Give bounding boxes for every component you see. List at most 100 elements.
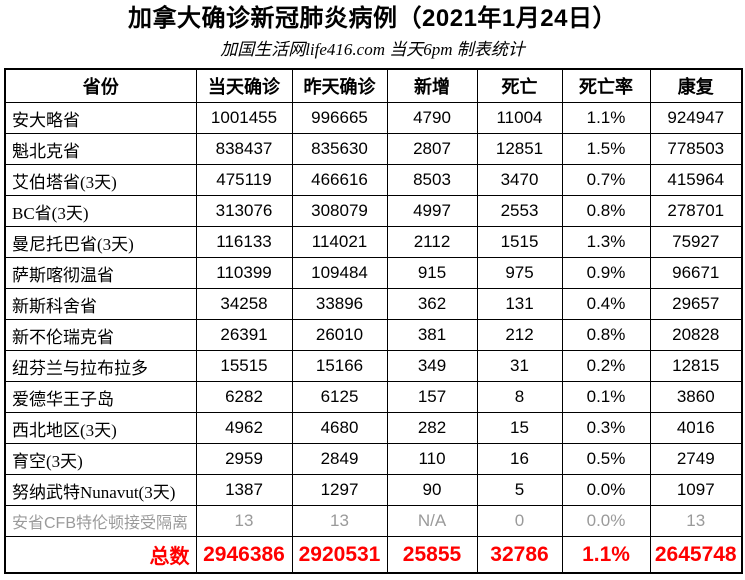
deaths-cell: 12851 (476, 133, 563, 165)
covid-stats-table: 省份 当天确诊 昨天确诊 新增 死亡 死亡率 康复 安大略省 1001455 9… (4, 68, 743, 574)
yesterday-confirmed-cell: 114021 (291, 226, 388, 258)
recovered-cell: 13 (649, 505, 743, 537)
new-cases-cell: 90 (386, 474, 478, 506)
recovered-cell: 29657 (649, 288, 743, 320)
column-header-death-rate: 死亡率 (561, 68, 651, 103)
province-cell: 安省CFB特伦顿接受隔离 (4, 505, 197, 537)
column-header-recovered: 康复 (649, 68, 743, 103)
table-row: 西北地区(3天) 4962 4680 282 15 0.3% 4016 (4, 412, 743, 444)
death-rate-cell: 1.1% (561, 102, 651, 134)
death-rate-cell: 0.8% (561, 319, 651, 351)
death-rate-cell: 0.1% (561, 381, 651, 413)
deaths-cell: 1515 (476, 226, 563, 258)
province-cell: 艾伯塔省(3天) (4, 164, 197, 196)
recovered-cell: 4016 (649, 412, 743, 444)
recovered-cell: 20828 (649, 319, 743, 351)
new-cases-cell: 110 (386, 443, 478, 475)
table-row: 艾伯塔省(3天) 475119 466616 8503 3470 0.7% 41… (4, 164, 743, 196)
page-title: 加拿大确诊新冠肺炎病例（2021年1月24日） (128, 5, 617, 32)
deaths-cell: 131 (476, 288, 563, 320)
today-confirmed-cell: 4962 (195, 412, 293, 444)
table-row: 曼尼托巴省(3天) 116133 114021 2112 1515 1.3% 7… (4, 226, 743, 258)
today-confirmed-cell: 2959 (195, 443, 293, 475)
deaths-cell: 5 (476, 474, 563, 506)
province-cell: 新不伦瑞克省 (4, 319, 197, 351)
table-row: 安省CFB特伦顿接受隔离 13 13 N/A 0 0.0% 13 (4, 505, 743, 537)
today-confirmed-cell: 13 (195, 505, 293, 537)
deaths-cell: 15 (476, 412, 563, 444)
deaths-cell: 212 (476, 319, 563, 351)
table-row: 新不伦瑞克省 26391 26010 381 212 0.8% 20828 (4, 319, 743, 351)
yesterday-confirmed-cell: 26010 (291, 319, 388, 351)
new-cases-cell: N/A (386, 505, 478, 537)
province-cell: 努纳武特Nunavut(3天) (4, 474, 197, 506)
province-cell: 魁北克省 (4, 133, 197, 165)
death-rate-cell: 0.8% (561, 195, 651, 227)
table-row: 爱德华王子岛 6282 6125 157 8 0.1% 3860 (4, 381, 743, 413)
today-confirmed-cell: 1001455 (195, 102, 293, 134)
new-cases-cell: 4997 (386, 195, 478, 227)
new-cases-cell: 381 (386, 319, 478, 351)
today-confirmed-cell: 475119 (195, 164, 293, 196)
today-confirmed-cell: 116133 (195, 226, 293, 258)
table-row: 努纳武特Nunavut(3天) 1387 1297 90 5 0.0% 1097 (4, 474, 743, 506)
province-cell: 新斯科舍省 (4, 288, 197, 320)
yesterday-confirmed-cell: 2849 (291, 443, 388, 475)
column-header-today-confirmed: 当天确诊 (195, 68, 293, 103)
death-rate-cell: 0.2% (561, 350, 651, 382)
deaths-cell: 11004 (476, 102, 563, 134)
death-rate-cell: 0.5% (561, 443, 651, 475)
recovered-cell: 12815 (649, 350, 743, 382)
death-rate-cell: 0.7% (561, 164, 651, 196)
today-confirmed-cell: 110399 (195, 257, 293, 289)
death-rate-cell: 0.4% (561, 288, 651, 320)
yesterday-confirmed-cell: 13 (291, 505, 388, 537)
yesterday-confirmed-cell: 835630 (291, 133, 388, 165)
new-cases-cell: 349 (386, 350, 478, 382)
today-confirmed-cell: 34258 (195, 288, 293, 320)
recovered-cell: 1097 (649, 474, 743, 506)
column-header-yesterday-confirmed: 昨天确诊 (291, 68, 388, 103)
new-cases-cell: 362 (386, 288, 478, 320)
table-row: BC省(3天) 313076 308079 4997 2553 0.8% 278… (4, 195, 743, 227)
deaths-cell: 3470 (476, 164, 563, 196)
yesterday-confirmed-cell: 33896 (291, 288, 388, 320)
new-cases-cell: 8503 (386, 164, 478, 196)
today-confirmed-cell: 313076 (195, 195, 293, 227)
deaths-cell: 32786 (476, 536, 563, 574)
province-cell: 西北地区(3天) (4, 412, 197, 444)
death-rate-cell: 0.3% (561, 412, 651, 444)
province-cell: 育空(3天) (4, 443, 197, 475)
yesterday-confirmed-cell: 2920531 (291, 536, 388, 574)
yesterday-confirmed-cell: 15166 (291, 350, 388, 382)
province-cell: 总数 (4, 536, 197, 574)
province-cell: 安大略省 (4, 102, 197, 134)
column-header-deaths: 死亡 (476, 68, 563, 103)
subtitle: 加国生活网life416.com 当天6pm 制表统计 (220, 40, 525, 59)
deaths-cell: 2553 (476, 195, 563, 227)
yesterday-confirmed-cell: 1297 (291, 474, 388, 506)
province-cell: 纽芬兰与拉布拉多 (4, 350, 197, 382)
table-row: 纽芬兰与拉布拉多 15515 15166 349 31 0.2% 12815 (4, 350, 743, 382)
today-confirmed-cell: 1387 (195, 474, 293, 506)
recovered-cell: 415964 (649, 164, 743, 196)
yesterday-confirmed-cell: 466616 (291, 164, 388, 196)
column-header-new-cases: 新增 (386, 68, 478, 103)
today-confirmed-cell: 15515 (195, 350, 293, 382)
recovered-cell: 924947 (649, 102, 743, 134)
yesterday-confirmed-cell: 996665 (291, 102, 388, 134)
today-confirmed-cell: 2946386 (195, 536, 293, 574)
new-cases-cell: 4790 (386, 102, 478, 134)
today-confirmed-cell: 6282 (195, 381, 293, 413)
today-confirmed-cell: 26391 (195, 319, 293, 351)
province-cell: 萨斯喀彻温省 (4, 257, 197, 289)
deaths-cell: 0 (476, 505, 563, 537)
deaths-cell: 16 (476, 443, 563, 475)
table-header-row: 省份 当天确诊 昨天确诊 新增 死亡 死亡率 康复 (4, 68, 743, 103)
table-row: 新斯科舍省 34258 33896 362 131 0.4% 29657 (4, 288, 743, 320)
recovered-cell: 3860 (649, 381, 743, 413)
death-rate-cell: 1.1% (561, 536, 651, 574)
new-cases-cell: 915 (386, 257, 478, 289)
recovered-cell: 778503 (649, 133, 743, 165)
